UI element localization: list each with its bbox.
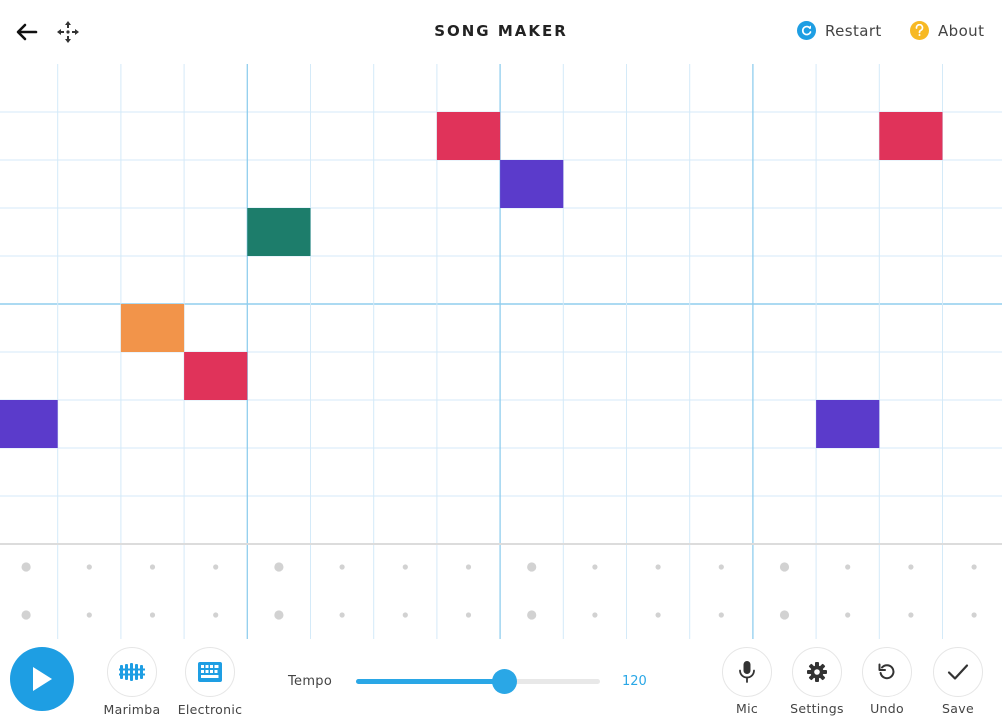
rhythm-beat-dot[interactable] xyxy=(845,612,851,618)
rhythm-beat-dot[interactable] xyxy=(779,610,790,620)
tempo-label: Tempo xyxy=(288,674,333,689)
tempo-value: 120 xyxy=(622,674,647,689)
rhythm-beat-dot[interactable] xyxy=(213,612,219,618)
arrow-left-icon xyxy=(16,23,38,41)
rhythm-beat-dot[interactable] xyxy=(971,564,977,570)
page-title: SONG MAKER xyxy=(434,22,568,40)
save-label: Save xyxy=(942,701,974,716)
rhythm-beat-dot[interactable] xyxy=(655,564,661,570)
microphone-icon xyxy=(739,661,755,683)
restart-button[interactable]: Restart xyxy=(797,21,882,40)
rhythm-grid[interactable] xyxy=(0,545,1002,639)
move-button[interactable] xyxy=(54,18,82,46)
play-button[interactable] xyxy=(10,647,74,711)
undo-button[interactable] xyxy=(862,647,912,697)
undo-icon xyxy=(878,663,895,680)
rhythm-instrument-button[interactable] xyxy=(185,647,235,697)
melody-note[interactable] xyxy=(184,352,248,400)
rhythm-beat-dot[interactable] xyxy=(908,612,914,618)
melody-note[interactable] xyxy=(500,160,564,208)
melody-note[interactable] xyxy=(0,400,58,448)
melody-note[interactable] xyxy=(816,400,880,448)
rhythm-beat-dot[interactable] xyxy=(465,564,472,570)
checkmark-icon xyxy=(947,664,969,680)
rhythm-beat-dot[interactable] xyxy=(86,564,92,570)
move-arrows-icon xyxy=(57,21,79,43)
rhythm-beat-dot[interactable] xyxy=(718,564,724,570)
rhythm-beat-dot[interactable] xyxy=(527,610,537,620)
rhythm-beat-dot[interactable] xyxy=(149,612,156,618)
rhythm-beat-dot[interactable] xyxy=(908,564,914,570)
rhythm-beat-dot[interactable] xyxy=(465,612,472,618)
rhythm-beat-dot[interactable] xyxy=(402,564,408,570)
rhythm-beat-dot[interactable] xyxy=(779,562,790,572)
back-button[interactable] xyxy=(12,18,42,46)
rhythm-beat-dot[interactable] xyxy=(592,612,598,618)
top-bar: SONG MAKER Restart About xyxy=(0,0,1002,64)
rhythm-background xyxy=(0,545,1002,639)
bottom-toolbar: Marimba Electronic Tempo 120 xyxy=(0,639,1002,725)
melody-note[interactable] xyxy=(247,208,311,256)
rhythm-beat-dot[interactable] xyxy=(21,610,31,620)
melody-instrument-button[interactable] xyxy=(107,647,157,697)
melody-instrument-label: Marimba xyxy=(103,702,161,717)
marimba-icon xyxy=(119,663,145,681)
rhythm-beat-dot[interactable] xyxy=(213,564,219,570)
play-icon xyxy=(33,667,52,691)
mic-button[interactable] xyxy=(722,647,772,697)
rhythm-beat-dot[interactable] xyxy=(527,562,537,572)
rhythm-beat-dot[interactable] xyxy=(339,612,345,618)
rhythm-beat-dot[interactable] xyxy=(718,612,724,618)
rhythm-beat-dot[interactable] xyxy=(86,612,92,618)
restart-icon xyxy=(797,21,816,40)
rhythm-beat-dot[interactable] xyxy=(402,612,408,618)
rhythm-beat-dot[interactable] xyxy=(339,564,345,570)
settings-label: Settings xyxy=(790,701,844,716)
melody-grid[interactable] xyxy=(0,64,1002,545)
save-button[interactable] xyxy=(933,647,983,697)
undo-label: Undo xyxy=(870,701,904,716)
rhythm-instrument-label: Electronic xyxy=(177,702,243,717)
restart-label: Restart xyxy=(825,21,882,40)
rhythm-beat-dot[interactable] xyxy=(845,564,851,570)
drum-machine-icon xyxy=(198,662,222,682)
melody-note[interactable] xyxy=(436,112,501,160)
rhythm-beat-dot[interactable] xyxy=(274,562,284,572)
rhythm-beat-dot[interactable] xyxy=(274,610,284,620)
rhythm-beat-dot[interactable] xyxy=(655,612,661,618)
about-label: About xyxy=(938,21,985,40)
melody-note[interactable] xyxy=(120,304,185,352)
tempo-slider-thumb[interactable] xyxy=(492,669,518,694)
rhythm-beat-dot[interactable] xyxy=(971,612,977,618)
rhythm-beat-dot[interactable] xyxy=(21,562,31,572)
settings-button[interactable] xyxy=(792,647,842,697)
question-mark-icon xyxy=(910,21,929,40)
melody-note[interactable] xyxy=(879,112,943,160)
gear-icon xyxy=(807,662,827,682)
mic-label: Mic xyxy=(735,701,759,716)
tempo-slider[interactable] xyxy=(356,669,600,694)
rhythm-beat-dot[interactable] xyxy=(592,564,598,570)
about-button[interactable]: About xyxy=(910,21,984,40)
rhythm-beat-dot[interactable] xyxy=(149,564,156,570)
tempo-slider-fill xyxy=(356,679,505,684)
